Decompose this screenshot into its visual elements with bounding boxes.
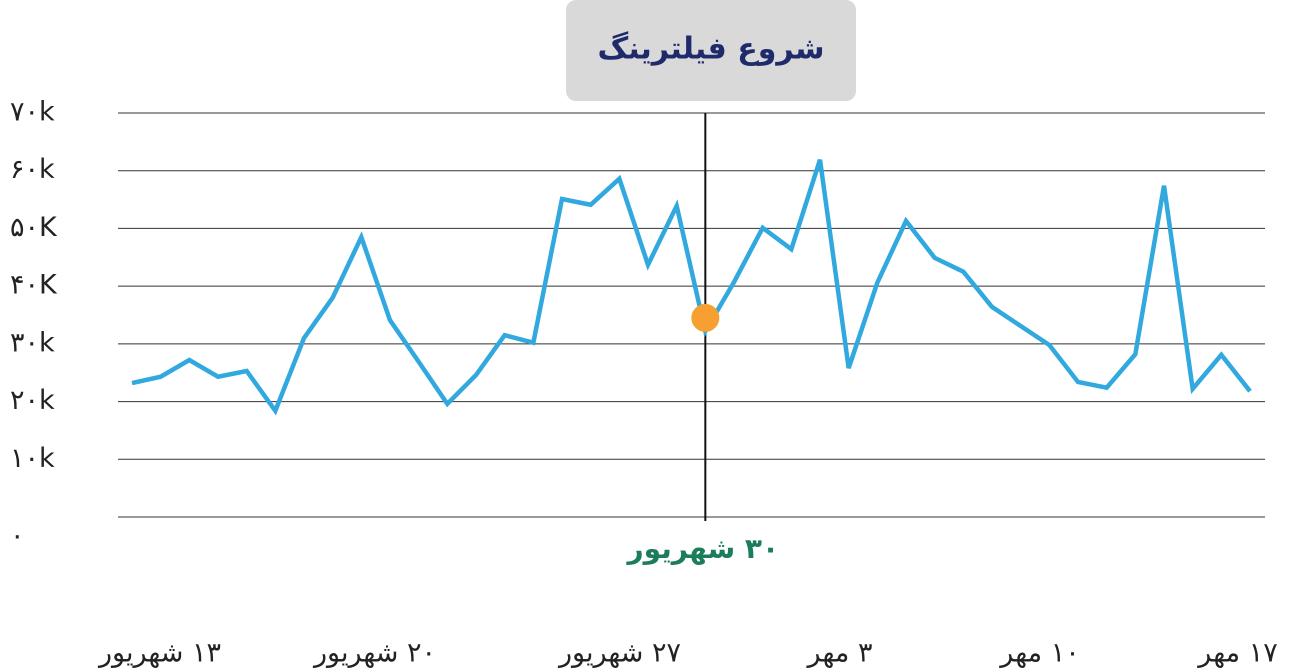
y-tick-label: ۱۰k	[10, 443, 55, 474]
x-label: ۱۳ شهریور	[97, 638, 221, 669]
y-tick-label: ۶۰k	[10, 154, 55, 185]
y-tick-label: ۰	[10, 521, 25, 552]
y-tick-label: ۵۰K	[10, 212, 58, 243]
event-date: ۳۰ شهریور	[626, 532, 780, 565]
y-tick-label: ۷۰k	[10, 97, 55, 128]
y-tick-label: ۴۰K	[10, 270, 58, 301]
y-tick-label: ۳۰k	[10, 327, 55, 358]
x-label: ۱۰ مهر	[998, 638, 1079, 669]
x-label: ۲۰ شهریور	[312, 638, 436, 669]
data-line	[131, 159, 1252, 416]
chart-title: شروع فیلترینگ	[597, 31, 824, 67]
highlight-point	[691, 303, 720, 332]
x-label: ۳ مهر	[806, 638, 873, 669]
x-label: ۲۷ شهریور	[557, 638, 681, 669]
title-box	[566, 0, 856, 101]
y-tick-label: ۲۰k	[10, 385, 55, 416]
x-label: ۱۷ مهر	[1196, 638, 1277, 669]
